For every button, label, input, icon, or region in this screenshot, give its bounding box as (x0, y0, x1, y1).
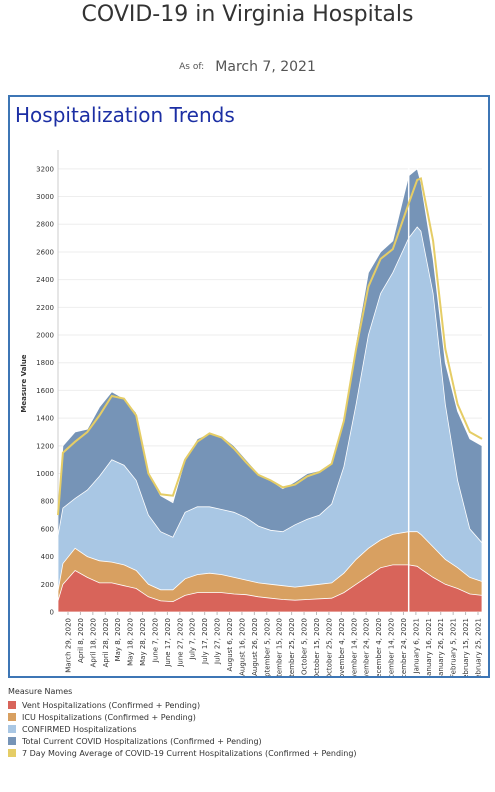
legend: Measure Names Vent Hospitalizations (Con… (8, 687, 357, 759)
x-tick-label: August 6, 2020 (226, 618, 234, 671)
y-axis-label: Measure Value (20, 354, 28, 412)
y-tick-label: 600 (41, 525, 54, 533)
x-tick-label: December 24, 2020 (400, 618, 408, 676)
y-tick-label: 2800 (36, 221, 54, 229)
x-tick-label: December 4, 2020 (375, 618, 383, 676)
x-tick-label: November 4, 2020 (338, 618, 346, 676)
legend-swatch (8, 737, 16, 745)
y-tick-label: 2600 (36, 248, 54, 256)
x-tick-label: January 26, 2021 (437, 618, 445, 676)
legend-item[interactable]: Total Current COVID Hospitalizations (Co… (8, 735, 357, 747)
x-tick-label: October 15, 2020 (313, 618, 321, 676)
x-tick-label: January 16, 2021 (425, 618, 433, 676)
x-tick-label: February 25, 2021 (475, 618, 483, 676)
x-tick-label: June 17, 2020 (164, 618, 172, 668)
x-tick-label: March 29, 2020 (65, 618, 73, 673)
y-tick-label: 3000 (36, 193, 54, 201)
x-tick-label: July 27, 2020 (214, 618, 222, 665)
legend-swatch (8, 701, 16, 709)
x-tick-label: July 17, 2020 (201, 618, 209, 665)
legend-label: Total Current COVID Hospitalizations (Co… (22, 736, 262, 746)
x-tick-label: June 7, 2020 (151, 618, 159, 663)
y-tick-label: 2000 (36, 332, 54, 340)
y-tick-label: 3200 (36, 165, 54, 173)
panel-title: Hospitalization Trends (15, 103, 235, 127)
x-tick-label: July 7, 2020 (189, 618, 197, 661)
legend-swatch (8, 713, 16, 721)
y-tick-label: 800 (41, 498, 54, 506)
x-tick-label: April 8, 2020 (77, 618, 85, 663)
x-tick-label: May 18, 2020 (127, 618, 135, 666)
x-tick-label: December 14, 2020 (388, 618, 396, 676)
x-tick-label: January 6, 2021 (412, 618, 420, 674)
y-tick-label: 2400 (36, 276, 54, 284)
legend-swatch (8, 749, 16, 757)
legend-label: ICU Hospitalizations (Confirmed + Pendin… (22, 712, 196, 722)
legend-label: CONFIRMED Hospitalizations (22, 724, 137, 734)
as-of-row: As of: March 7, 2021 (0, 56, 495, 75)
legend-swatch (8, 725, 16, 733)
x-tick-label: October 25, 2020 (325, 618, 333, 676)
page-title: COVID-19 in Virginia Hospitals (81, 2, 414, 27)
legend-item[interactable]: CONFIRMED Hospitalizations (8, 723, 357, 735)
x-tick-label: February 5, 2021 (450, 618, 458, 676)
x-tick-label: August 16, 2020 (238, 618, 246, 676)
x-tick-label: September 5, 2020 (263, 618, 271, 676)
hospitalization-trends-panel: Hospitalization Trends 0 200 400 600 800 1000… (8, 95, 490, 678)
legend-item[interactable]: Vent Hospitalizations (Confirmed + Pendi… (8, 699, 357, 711)
y-tick-label: 0 (50, 609, 54, 617)
hospitalization-chart[interactable]: 0 200 400 600 800 1000 1200 1400 1600 1800 2000 220… (10, 97, 488, 676)
x-tick-label: April 18, 2020 (89, 618, 97, 667)
y-tick-label: 1800 (36, 359, 54, 367)
y-tick-label: 1600 (36, 387, 54, 395)
x-tick-label: May 28, 2020 (139, 618, 147, 666)
x-tick-label: September 25, 2020 (288, 618, 296, 676)
x-tick-label: June 27, 2020 (176, 618, 184, 668)
x-tick-label: November 14, 2020 (350, 618, 358, 676)
x-tick-label: May 8, 2020 (114, 618, 122, 661)
x-tick-label: September 15, 2020 (276, 618, 284, 676)
y-tick-label: 1000 (36, 470, 54, 478)
legend-label: 7 Day Moving Average of COVID-19 Current… (22, 748, 357, 758)
area-confirmed (57, 226, 483, 613)
x-tick-label: October 5, 2020 (301, 618, 309, 675)
y-tick-label: 200 (41, 581, 54, 589)
as-of-date: March 7, 2021 (215, 59, 316, 75)
y-tick-label: 400 (41, 553, 54, 561)
x-tick-label: November 24, 2020 (363, 618, 371, 676)
legend-item[interactable]: ICU Hospitalizations (Confirmed + Pendin… (8, 711, 357, 723)
x-tick-label: February 15, 2021 (462, 618, 470, 676)
x-tick-label: April 28, 2020 (102, 618, 110, 667)
x-tick-label: August 26, 2020 (251, 618, 259, 676)
y-tick-label: 1400 (36, 415, 54, 423)
y-tick-label: 1200 (36, 442, 54, 450)
legend-item[interactable]: 7 Day Moving Average of COVID-19 Current… (8, 747, 357, 759)
as-of-label: As of: (179, 62, 205, 72)
y-tick-label: 2200 (36, 304, 54, 312)
legend-title: Measure Names (8, 687, 73, 696)
area-vent (57, 564, 483, 613)
legend-label: Vent Hospitalizations (Confirmed + Pendi… (22, 700, 201, 710)
moving-average-line (57, 177, 483, 516)
